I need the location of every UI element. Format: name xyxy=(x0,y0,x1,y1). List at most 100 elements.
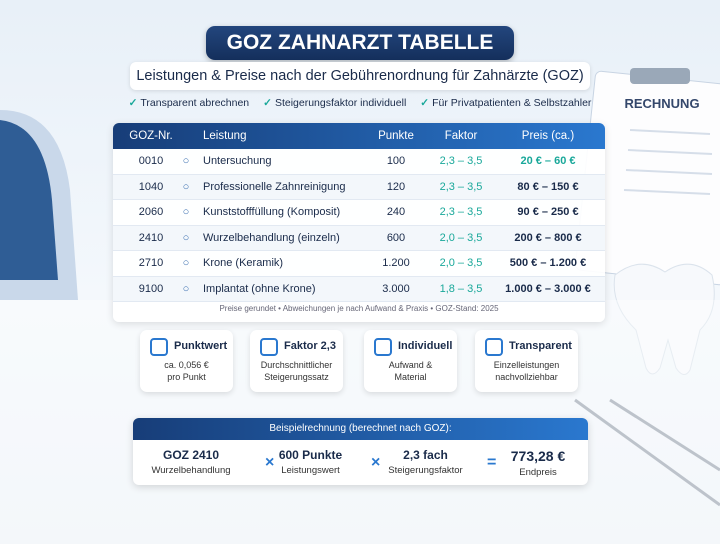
table-cell: 240 xyxy=(386,206,406,219)
table-cell: Kunststofffüllung (Komposit) xyxy=(203,206,341,219)
check-icon: ✓ xyxy=(128,97,138,109)
check-icon: ✓ xyxy=(420,97,430,109)
card-text: Steigerungssatz xyxy=(264,372,329,382)
table-row: ○ 2060 Kunststofffüllung (Komposit) 240 2,3 … xyxy=(113,200,605,226)
feature-text: Für Privatpatienten & Selbstzahler xyxy=(432,97,592,109)
table-header: GOZ-Nr. Leistung Punkte Faktor Preis (ca.) xyxy=(113,123,605,149)
card-text: nachvollziehbar xyxy=(495,372,558,382)
column-header: Preis (ca.) xyxy=(521,130,575,142)
feature-list: ✓ Transparent abrechnen ✓ Steigerungsfaktor… xyxy=(120,97,600,113)
example-calculation: Beispielrechnung (berechnet nach GOZ): G… xyxy=(133,418,588,485)
table-cell: Implantat (ohne Krone) xyxy=(203,282,316,295)
info-card: Faktor 2,3 Durchschnittlicher Steigerungss… xyxy=(250,330,343,392)
document-label: RECHNUNG xyxy=(624,96,699,111)
feature: ✓ Transparent abrechnen xyxy=(129,97,250,113)
example-item: GOZ 2410 Wurzelbehandlung xyxy=(141,448,241,476)
column-header: Leistung xyxy=(203,130,247,142)
table-row: ○ 2710 Krone (Keramik) 1.200 2,0 – 3,5 500 € … xyxy=(113,251,605,277)
table-cell: 200 € – 800 € xyxy=(514,231,582,244)
card-title: Individuell xyxy=(398,340,453,352)
table-cell: 0010 xyxy=(138,155,164,168)
example-value: 600 Punkte xyxy=(278,448,343,462)
table-cell: Krone (Keramik) xyxy=(203,257,284,270)
example-value: 2,3 fach xyxy=(403,448,448,462)
table-cell: 2,3 – 3,5 xyxy=(439,206,483,219)
feature-text: Transparent abrechnen xyxy=(140,97,250,109)
card-text: Einzelleistungen xyxy=(493,360,560,370)
table-cell: 500 € – 1.200 € xyxy=(509,257,587,270)
card-icon xyxy=(150,338,168,356)
table-cell: 2,0 – 3,5 xyxy=(439,257,483,270)
info-card: Individuell Aufwand & Material xyxy=(364,330,457,392)
example-item: 773,28 € Endpreis xyxy=(493,448,583,478)
feature: ✓ Für Privatpatienten & Selbstzahler xyxy=(420,97,591,113)
table-cell: Professionelle Zahnreinigung xyxy=(203,180,346,193)
row-icon: ○ xyxy=(182,206,190,219)
table-row: ○ 2410 Wurzelbehandlung (einzeln) 600 2,0 – … xyxy=(113,225,605,251)
table-cell: 1040 xyxy=(138,180,164,193)
check-icon: ✓ xyxy=(263,97,272,109)
table-row: ○ 9100 Implantat (ohne Krone) 3.000 1,8 – 3,… xyxy=(113,276,605,302)
table-cell: Wurzelbehandlung (einzeln) xyxy=(203,231,340,244)
column-header: GOZ-Nr. xyxy=(129,130,173,142)
info-card: Punktwert ca. 0,056 € pro Punkt xyxy=(140,330,233,392)
table-cell: 3.000 xyxy=(382,282,410,295)
operator: × xyxy=(265,454,275,471)
example-label: Wurzelbehandlung xyxy=(151,465,231,476)
title: GOZ ZAHNARZT TABELLE xyxy=(206,26,514,60)
column-header: Faktor xyxy=(444,130,478,142)
table-footnote: Preise gerundet • Abweichungen je nach A… xyxy=(219,304,499,313)
table-cell: 80 € – 150 € xyxy=(517,180,579,193)
table-cell: 90 € – 250 € xyxy=(517,206,579,219)
table-row: ○ 1040 Professionelle Zahnreinigung 120 2,3 … xyxy=(113,174,605,200)
subtitle: Leistungen & Preise nach der Gebührenord… xyxy=(130,62,590,90)
operator: = xyxy=(487,454,497,471)
table-cell: Untersuchung xyxy=(203,155,272,168)
feature: ✓ Steigerungsfaktor individuell xyxy=(263,97,406,113)
card-icon xyxy=(485,338,503,356)
table-cell: 1.000 € – 3.000 € xyxy=(505,282,591,295)
card-title: Faktor 2,3 xyxy=(284,340,336,352)
operator: × xyxy=(371,454,381,471)
card-icon xyxy=(374,338,392,356)
table-cell: 600 xyxy=(386,231,406,244)
row-icon: ○ xyxy=(182,282,190,295)
table-cell: 120 xyxy=(386,180,406,193)
card-text: Aufwand & xyxy=(388,360,433,370)
table-cell: 2410 xyxy=(138,231,164,244)
row-icon: ○ xyxy=(182,180,190,193)
table-cell: 2,3 – 3,5 xyxy=(439,155,483,168)
card-title: Transparent xyxy=(509,340,572,352)
card-icon xyxy=(260,338,278,356)
table-cell: 20 € – 60 € xyxy=(520,155,576,168)
row-icon: ○ xyxy=(182,231,190,244)
example-value: 773,28 € xyxy=(510,448,566,464)
price-table: GOZ-Nr. Leistung Punkte Faktor Preis (ca.) ○… xyxy=(113,123,605,322)
table-cell: 100 xyxy=(386,155,406,168)
card-text: Durchschnittlicher xyxy=(260,360,333,370)
table-cell: 2060 xyxy=(138,206,164,219)
table-cell: 2,0 – 3,5 xyxy=(439,231,483,244)
card-title: Punktwert xyxy=(174,340,228,352)
example-title: Beispielrechnung (berechnet nach GOZ): xyxy=(133,418,588,440)
column-header: Punkte xyxy=(378,130,414,142)
card-text: Material xyxy=(394,372,427,382)
row-icon: ○ xyxy=(182,155,190,168)
row-icon: ○ xyxy=(182,257,190,270)
table-cell: 1.200 xyxy=(382,257,410,270)
table-cell: 2710 xyxy=(138,257,164,270)
example-label: Steigerungsfaktor xyxy=(388,465,463,476)
table-cell: 9100 xyxy=(138,282,164,295)
table-cell: 1,8 – 3,5 xyxy=(439,282,483,295)
card-text: ca. 0,056 € xyxy=(164,360,209,370)
example-label: Leistungswert xyxy=(281,465,340,476)
feature-text: Steigerungsfaktor individuell xyxy=(274,97,407,109)
table-cell: 2,3 – 3,5 xyxy=(439,180,483,193)
info-card: Transparent Einzelleistungen nachvollziehb… xyxy=(475,330,578,392)
card-text: pro Punkt xyxy=(167,372,206,382)
table-row: ○ 0010 Untersuchung 100 2,3 – 3,5 20 € – 60 € xyxy=(113,149,605,175)
example-item: 600 Punkte Leistungswert xyxy=(258,448,363,476)
example-value: GOZ 2410 xyxy=(162,448,220,462)
